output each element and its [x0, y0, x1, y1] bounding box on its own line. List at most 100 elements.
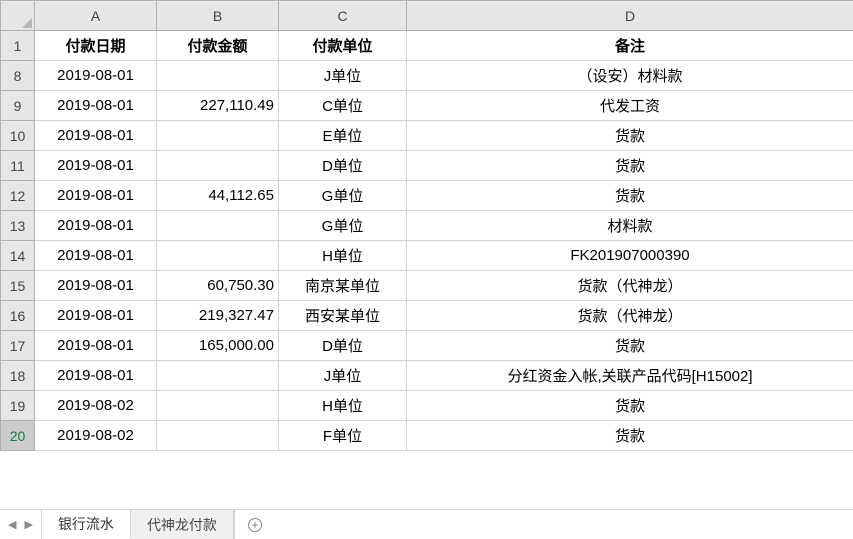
- cell[interactable]: [157, 61, 279, 91]
- spreadsheet-grid[interactable]: A B C D 1付款日期付款金额付款单位备注82019-08-01J单位（设安…: [0, 0, 853, 509]
- header-cell[interactable]: 付款单位: [279, 31, 407, 61]
- cell[interactable]: 2019-08-01: [35, 361, 157, 391]
- cell[interactable]: 227,110.49: [157, 91, 279, 121]
- row-header[interactable]: 19: [1, 391, 35, 421]
- cell[interactable]: 西安某单位: [279, 301, 407, 331]
- cell[interactable]: [157, 391, 279, 421]
- row-header[interactable]: 14: [1, 241, 35, 271]
- sheet-tab-bar: ◀ ▶ 银行流水代神龙付款: [0, 509, 853, 539]
- cell[interactable]: [157, 151, 279, 181]
- cell[interactable]: 2019-08-01: [35, 61, 157, 91]
- cell[interactable]: 2019-08-01: [35, 241, 157, 271]
- cell[interactable]: H单位: [279, 391, 407, 421]
- col-header-a[interactable]: A: [35, 1, 157, 31]
- row-header[interactable]: 18: [1, 361, 35, 391]
- cell[interactable]: 货款（代神龙）: [407, 301, 853, 331]
- table-row: 132019-08-01 G单位材料款: [1, 211, 853, 241]
- cell[interactable]: 货款: [407, 151, 853, 181]
- table-row: 162019-08-01219,327.47西安某单位货款（代神龙）: [1, 301, 853, 331]
- sheet-tab[interactable]: 代神龙付款: [131, 510, 234, 539]
- sheet-tab[interactable]: 银行流水: [42, 510, 131, 539]
- row-header[interactable]: 1: [1, 31, 35, 61]
- cell[interactable]: 2019-08-01: [35, 151, 157, 181]
- cell[interactable]: 2019-08-01: [35, 91, 157, 121]
- select-all-corner[interactable]: [1, 1, 35, 31]
- cell[interactable]: 219,327.47: [157, 301, 279, 331]
- cell[interactable]: 货款: [407, 121, 853, 151]
- table-row: 202019-08-02 F单位货款: [1, 421, 853, 451]
- sheet-tabs: 银行流水代神龙付款: [42, 510, 234, 539]
- nav-prev-icon[interactable]: ◀: [8, 518, 16, 531]
- cell[interactable]: （设安）材料款: [407, 61, 853, 91]
- cell[interactable]: 分红资金入帐,关联产品代码[H15002]: [407, 361, 853, 391]
- cell[interactable]: [157, 241, 279, 271]
- cell[interactable]: H单位: [279, 241, 407, 271]
- cell[interactable]: D单位: [279, 331, 407, 361]
- table-row: 82019-08-01 J单位（设安）材料款: [1, 61, 853, 91]
- cell[interactable]: 2019-08-01: [35, 301, 157, 331]
- cell[interactable]: 货款: [407, 391, 853, 421]
- sheet-nav-controls: ◀ ▶: [0, 510, 42, 539]
- cell[interactable]: J单位: [279, 361, 407, 391]
- row-header[interactable]: 15: [1, 271, 35, 301]
- row-header[interactable]: 16: [1, 301, 35, 331]
- cell[interactable]: [157, 211, 279, 241]
- cell[interactable]: 代发工资: [407, 91, 853, 121]
- cell[interactable]: [157, 361, 279, 391]
- header-cell[interactable]: 付款金额: [157, 31, 279, 61]
- row-header[interactable]: 17: [1, 331, 35, 361]
- cell[interactable]: C单位: [279, 91, 407, 121]
- row-header[interactable]: 13: [1, 211, 35, 241]
- grid-table: A B C D 1付款日期付款金额付款单位备注82019-08-01J单位（设安…: [0, 0, 853, 451]
- cell[interactable]: 材料款: [407, 211, 853, 241]
- cell[interactable]: F单位: [279, 421, 407, 451]
- cell[interactable]: 货款（代神龙）: [407, 271, 853, 301]
- row-header[interactable]: 12: [1, 181, 35, 211]
- col-header-c[interactable]: C: [279, 1, 407, 31]
- cell[interactable]: 南京某单位: [279, 271, 407, 301]
- cell[interactable]: 2019-08-01: [35, 211, 157, 241]
- cell[interactable]: 货款: [407, 331, 853, 361]
- table-row: 102019-08-01 E单位货款: [1, 121, 853, 151]
- table-row: 172019-08-01165,000.00D单位货款: [1, 331, 853, 361]
- row-header[interactable]: 11: [1, 151, 35, 181]
- col-header-d[interactable]: D: [407, 1, 853, 31]
- cell[interactable]: 2019-08-01: [35, 331, 157, 361]
- table-row: 92019-08-01227,110.49C单位代发工资: [1, 91, 853, 121]
- cell[interactable]: 2019-08-02: [35, 421, 157, 451]
- header-cell[interactable]: 备注: [407, 31, 853, 61]
- cell[interactable]: 2019-08-01: [35, 121, 157, 151]
- cell[interactable]: [157, 121, 279, 151]
- cell[interactable]: FK201907000390: [407, 241, 853, 271]
- new-sheet-button[interactable]: [235, 510, 275, 539]
- plus-circle-icon: [247, 517, 263, 533]
- table-row: 152019-08-0160,750.30南京某单位货款（代神龙）: [1, 271, 853, 301]
- cell[interactable]: 44,112.65: [157, 181, 279, 211]
- cell[interactable]: E单位: [279, 121, 407, 151]
- table-row: 192019-08-02 H单位货款: [1, 391, 853, 421]
- table-row: 112019-08-01 D单位货款: [1, 151, 853, 181]
- cell[interactable]: 2019-08-01: [35, 271, 157, 301]
- cell[interactable]: 货款: [407, 421, 853, 451]
- table-row: 122019-08-0144,112.65G单位货款: [1, 181, 853, 211]
- row-header[interactable]: 20: [1, 421, 35, 451]
- cell[interactable]: 2019-08-01: [35, 181, 157, 211]
- cell[interactable]: 货款: [407, 181, 853, 211]
- column-header-row: A B C D: [1, 1, 853, 31]
- cell[interactable]: 165,000.00: [157, 331, 279, 361]
- cell[interactable]: G单位: [279, 211, 407, 241]
- row-header[interactable]: 9: [1, 91, 35, 121]
- nav-next-icon[interactable]: ▶: [24, 518, 32, 531]
- cell[interactable]: G单位: [279, 181, 407, 211]
- row-header[interactable]: 10: [1, 121, 35, 151]
- table-row: 1付款日期付款金额付款单位备注: [1, 31, 853, 61]
- table-row: 182019-08-01 J单位分红资金入帐,关联产品代码[H15002]: [1, 361, 853, 391]
- header-cell[interactable]: 付款日期: [35, 31, 157, 61]
- cell[interactable]: D单位: [279, 151, 407, 181]
- cell[interactable]: [157, 421, 279, 451]
- cell[interactable]: J单位: [279, 61, 407, 91]
- cell[interactable]: 2019-08-02: [35, 391, 157, 421]
- col-header-b[interactable]: B: [157, 1, 279, 31]
- cell[interactable]: 60,750.30: [157, 271, 279, 301]
- row-header[interactable]: 8: [1, 61, 35, 91]
